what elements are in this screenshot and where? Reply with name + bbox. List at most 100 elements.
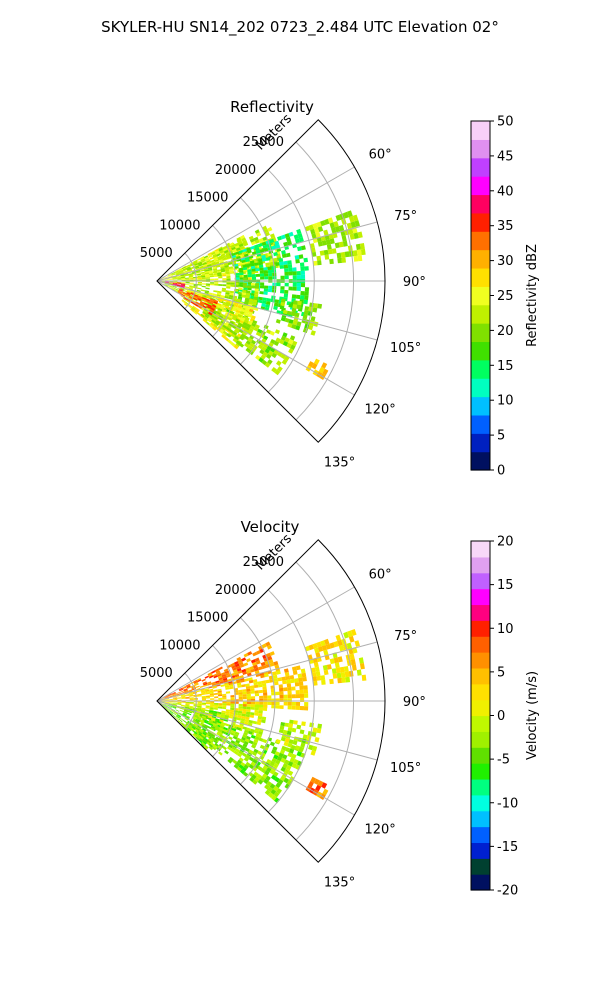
data-cell (234, 741, 239, 747)
data-cell (248, 298, 254, 303)
data-cell (168, 695, 173, 698)
data-cell (209, 695, 215, 697)
data-cell (254, 229, 260, 234)
data-cell (281, 676, 287, 681)
data-cell (201, 708, 206, 711)
data-cell (226, 282, 231, 285)
data-cell (205, 287, 210, 290)
data-cell (238, 708, 243, 712)
data-cell (180, 274, 185, 276)
data-cell (250, 245, 255, 250)
data-cell (201, 695, 206, 698)
data-cell (239, 270, 244, 273)
data-cell (246, 290, 251, 294)
data-cell (167, 273, 172, 276)
data-cell (179, 288, 184, 291)
data-cell (243, 732, 248, 736)
data-cell (210, 298, 215, 302)
data-cell (177, 701, 182, 703)
data-cell (249, 335, 255, 340)
data-cell (189, 283, 194, 285)
data-cell (283, 293, 289, 298)
data-cell (216, 671, 221, 676)
data-cell (178, 290, 183, 294)
data-cell (179, 690, 184, 693)
data-cell (359, 243, 365, 250)
data-cell (169, 703, 174, 705)
data-cell (201, 678, 206, 682)
data-cell (246, 285, 251, 289)
data-cell (257, 299, 263, 304)
data-cell (180, 288, 185, 291)
data-cell (184, 690, 189, 693)
data-cell (210, 733, 216, 738)
data-cell (219, 734, 225, 739)
data-cell (263, 291, 268, 295)
data-cell (230, 697, 235, 700)
data-cell (177, 282, 182, 284)
data-cell (177, 704, 182, 706)
data-cell (280, 722, 286, 727)
data-cell (327, 217, 334, 224)
data-cell (208, 311, 213, 316)
data-cell (285, 236, 291, 242)
data-cell (209, 675, 214, 679)
data-cell (242, 264, 247, 268)
data-cell (199, 738, 204, 742)
data-cell (299, 295, 305, 300)
data-cell (229, 290, 234, 294)
colorbar-tick-label: 45 (497, 149, 514, 164)
data-cell (224, 265, 229, 268)
data-cell (281, 250, 286, 255)
data-cell (257, 779, 264, 785)
data-cell (184, 287, 189, 289)
data-cell (169, 710, 174, 714)
data-cell (228, 744, 233, 749)
data-cell (217, 299, 223, 303)
data-cell (186, 685, 191, 689)
data-cell (300, 742, 306, 748)
data-cell (212, 293, 217, 296)
data-cell (261, 683, 267, 687)
data-cell (321, 362, 328, 369)
data-cell (318, 366, 325, 374)
data-cell (304, 702, 309, 707)
data-cell (180, 285, 185, 287)
data-cell (333, 657, 339, 664)
data-cell (311, 363, 318, 370)
data-cell (250, 659, 256, 664)
data-cell (217, 688, 222, 692)
data-cell (259, 291, 264, 295)
data-cell (201, 285, 206, 288)
data-cell (168, 274, 172, 277)
data-cells (157, 629, 367, 804)
data-cell (250, 339, 257, 345)
data-cell (212, 304, 217, 308)
colorbar-tick-label: 5 (497, 665, 505, 680)
data-cell (172, 287, 176, 290)
data-cell (280, 736, 286, 742)
data-cell (288, 748, 295, 754)
angular-tick-label: 60° (369, 567, 392, 582)
data-cell (288, 303, 294, 308)
data-cell (238, 329, 244, 334)
data-cell (238, 750, 244, 755)
data-cell (195, 685, 200, 689)
data-cell (295, 705, 300, 710)
data-cell (206, 702, 211, 705)
data-cell (223, 322, 229, 327)
data-cell (202, 724, 207, 729)
data-cell (245, 686, 251, 690)
data-cell (220, 672, 226, 676)
data-cell (208, 268, 213, 271)
data-cell (204, 269, 209, 272)
data-cell (287, 742, 293, 748)
data-cell (275, 262, 280, 266)
data-cell (209, 708, 214, 711)
data-cell (230, 244, 235, 249)
data-cell (185, 703, 190, 705)
data-cell (230, 701, 235, 704)
data-cell (236, 766, 242, 772)
data-cell (201, 297, 207, 300)
data-cell (197, 261, 202, 265)
